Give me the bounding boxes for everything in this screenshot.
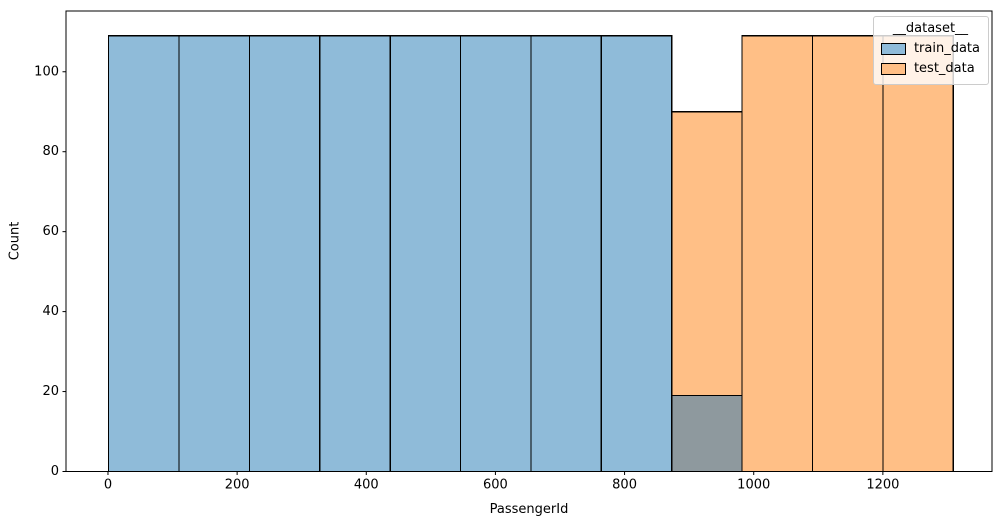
y-tick-label: 40 <box>42 304 59 319</box>
histogram-bar-train <box>248 35 321 473</box>
x-axis-label: PassengerId <box>490 502 569 517</box>
x-tick-label: 0 <box>104 478 112 493</box>
plot-area-border <box>65 10 993 473</box>
x-tick-label: 800 <box>612 478 637 493</box>
legend-label-test-data: test_data <box>913 60 975 76</box>
histogram-bar-train <box>178 35 250 473</box>
x-tick-label: 200 <box>225 478 250 493</box>
x-tick-label: 400 <box>354 478 379 493</box>
histogram-bar-test <box>741 35 814 473</box>
legend: __dataset__ train_data test_data <box>872 16 989 85</box>
legend-title: __dataset__ <box>892 21 969 36</box>
histogram-bar-train <box>600 35 673 473</box>
axes-layer: 0 200 400 600 800 1000 1200 0 20 40 60 80 100 <box>34 10 993 493</box>
x-tick-label: 1000 <box>737 478 770 493</box>
test-data-swatch-icon <box>880 63 906 76</box>
histogram-bar-train <box>389 35 462 473</box>
legend-label-train-data: train_data <box>913 40 980 56</box>
histogram-bar-test <box>882 35 954 473</box>
y-tick-label: 100 <box>34 64 59 79</box>
train-data-swatch-icon <box>880 43 906 56</box>
histogram-bar-overlap <box>671 394 743 473</box>
histogram-bar-train <box>108 35 180 473</box>
legend-item-train-data: train_data <box>880 40 980 58</box>
y-tick-label: 80 <box>42 144 59 159</box>
x-tick-label: 1200 <box>866 478 899 493</box>
histogram-bar-train <box>319 35 391 473</box>
histogram-bar-test <box>811 35 884 473</box>
y-tick-label: 60 <box>42 224 59 239</box>
y-axis-label: Count <box>8 222 23 261</box>
legend-item-test-data: test_data <box>880 60 980 78</box>
bars-layer <box>108 35 954 473</box>
histogram-bar-train <box>530 35 602 473</box>
y-tick-label: 0 <box>51 464 59 479</box>
histogram-bar-train <box>459 35 532 473</box>
x-tick-label: 600 <box>483 478 508 493</box>
y-tick-label: 20 <box>42 384 59 399</box>
